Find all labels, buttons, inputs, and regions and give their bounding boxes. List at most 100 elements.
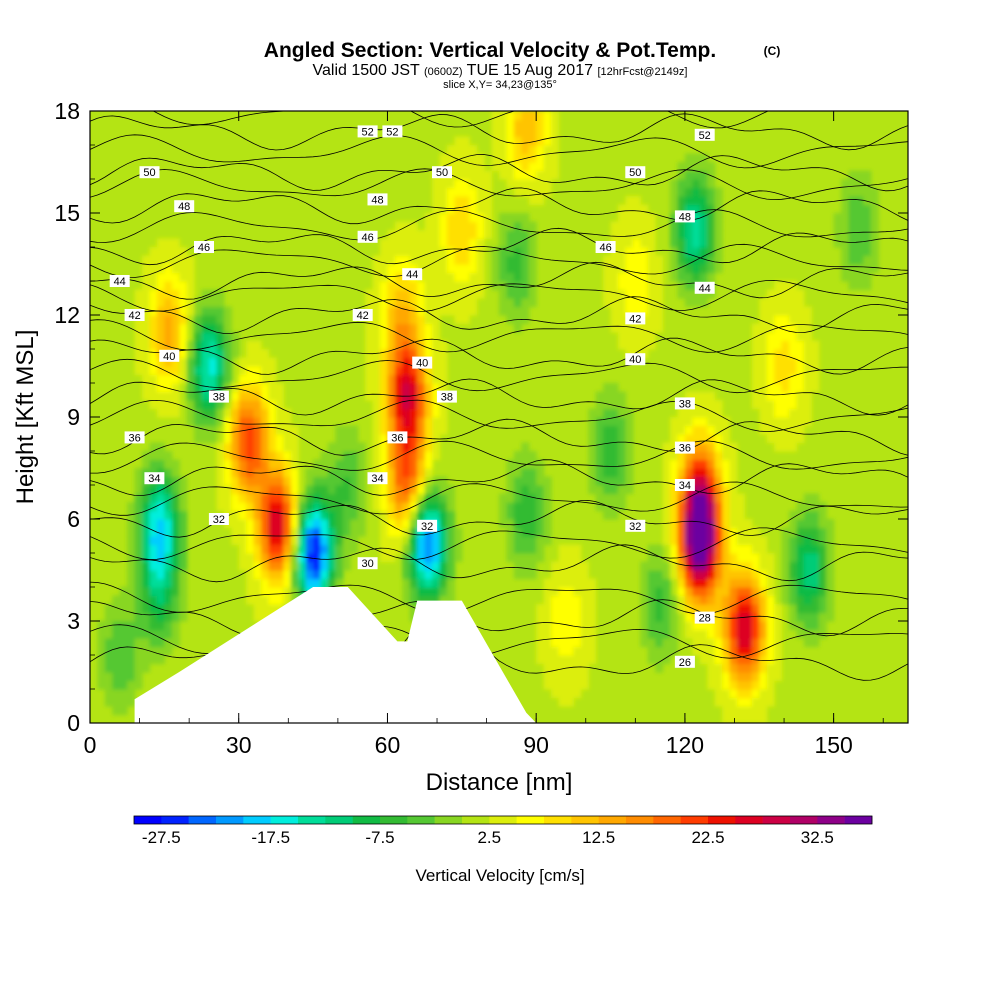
velocity-cell [573, 595, 582, 605]
velocity-cell [149, 272, 158, 282]
velocity-cell [848, 204, 857, 214]
velocity-cell [699, 213, 708, 223]
velocity-cell [670, 264, 679, 274]
velocity-cell [580, 629, 589, 639]
velocity-cell [372, 459, 381, 469]
velocity-cell [424, 383, 433, 393]
velocity-cell [625, 417, 634, 427]
velocity-cell [246, 408, 255, 418]
velocity-cell [335, 544, 344, 554]
theta-contour-line [90, 187, 908, 225]
velocity-cell [417, 553, 426, 563]
velocity-cell [104, 663, 113, 673]
velocity-cell [632, 255, 641, 265]
velocity-cell [283, 442, 292, 452]
velocity-cell [387, 417, 396, 427]
velocity-cell [506, 493, 515, 503]
velocity-cell [238, 374, 247, 384]
theta-label-text: 34 [371, 473, 383, 485]
velocity-cell [313, 510, 322, 520]
velocity-cell [699, 247, 708, 257]
velocity-cell [751, 595, 760, 605]
velocity-cell [439, 476, 448, 486]
velocity-cell [707, 204, 716, 214]
velocity-cell [491, 162, 500, 172]
velocity-cell [156, 340, 165, 350]
velocity-cell [164, 646, 173, 656]
velocity-cell [499, 289, 508, 299]
velocity-cell [625, 468, 634, 478]
velocity-cell [380, 527, 389, 537]
velocity-cell [692, 621, 701, 631]
velocity-cell [580, 570, 589, 580]
velocity-cell [818, 621, 827, 631]
velocity-cell [424, 400, 433, 410]
velocity-cell [677, 434, 686, 444]
velocity-cell [342, 561, 351, 571]
velocity-cell [714, 255, 723, 265]
velocity-cell [692, 476, 701, 486]
velocity-cell [759, 315, 768, 325]
velocity-cell [521, 298, 530, 308]
velocity-cell [261, 553, 270, 563]
velocity-cell [580, 655, 589, 665]
velocity-cell [551, 162, 560, 172]
velocity-cell [342, 553, 351, 563]
velocity-cell [409, 587, 418, 597]
velocity-cell [811, 340, 820, 350]
slice-info: slice X,Y= 34,23@135° [443, 79, 557, 91]
velocity-cell [640, 612, 649, 622]
velocity-cell [751, 391, 760, 401]
velocity-cell [424, 298, 433, 308]
velocity-cell [372, 502, 381, 512]
velocity-cell [446, 153, 455, 163]
velocity-cell [149, 357, 158, 367]
velocity-cell [543, 646, 552, 656]
velocity-cell [253, 340, 262, 350]
velocity-cell [751, 544, 760, 554]
velocity-cell [372, 306, 381, 316]
velocity-cell [327, 544, 336, 554]
velocity-cell [417, 570, 426, 580]
velocity-cell [818, 570, 827, 580]
velocity-cell [283, 561, 292, 571]
velocity-cell [387, 536, 396, 546]
velocity-cell [424, 425, 433, 435]
velocity-cell [417, 536, 426, 546]
velocity-cell [186, 349, 195, 359]
velocity-cell [275, 468, 284, 478]
velocity-cell [365, 366, 374, 376]
velocity-cell [506, 510, 515, 520]
velocity-cell [826, 527, 835, 537]
velocity-cell [156, 374, 165, 384]
velocity-cell [164, 374, 173, 384]
velocity-cell [707, 391, 716, 401]
velocity-cell [142, 570, 151, 580]
velocity-cell [692, 153, 701, 163]
velocity-cell [855, 196, 864, 206]
velocity-cell [469, 170, 478, 180]
colorbar-label: Vertical Velocity [cm/s] [415, 866, 584, 885]
velocity-cell [513, 153, 522, 163]
velocity-cell [565, 544, 574, 554]
velocity-cell [335, 570, 344, 580]
velocity-cell [595, 434, 604, 444]
velocity-cell [208, 306, 218, 316]
velocity-cell [171, 553, 180, 563]
velocity-cell [171, 510, 180, 520]
velocity-cell [789, 332, 798, 342]
velocity-cell [513, 476, 522, 486]
velocity-cell [246, 374, 255, 384]
velocity-cell [722, 680, 731, 690]
velocity-cell [565, 587, 574, 597]
velocity-cell [394, 264, 403, 274]
velocity-cell [194, 306, 203, 316]
velocity-cell [261, 612, 270, 622]
velocity-cell [647, 638, 656, 648]
velocity-cell [409, 519, 418, 529]
velocity-cell [736, 680, 745, 690]
velocity-cell [826, 519, 835, 529]
velocity-cell [610, 298, 619, 308]
velocity-cell [238, 459, 247, 469]
velocity-cell [387, 289, 396, 299]
